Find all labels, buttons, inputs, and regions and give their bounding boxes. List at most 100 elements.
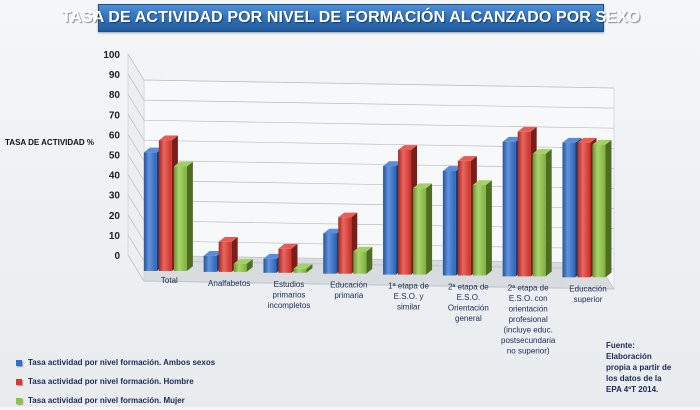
y-tick-label: 70 xyxy=(109,110,121,121)
bar-side xyxy=(366,246,373,274)
bar xyxy=(293,263,313,273)
bar-top xyxy=(218,236,238,242)
bar-front xyxy=(233,263,247,272)
bar-top xyxy=(562,137,582,143)
y-tick-label: 50 xyxy=(109,151,121,162)
source-line: Elaboración xyxy=(606,352,652,361)
bar-front xyxy=(143,152,157,271)
bar-top xyxy=(472,180,492,186)
bar-front xyxy=(173,166,187,271)
bar-side xyxy=(545,148,552,277)
bar-side xyxy=(426,183,433,275)
bar-top xyxy=(323,228,343,234)
chart-title-banner: TASA DE ACTIVIDAD POR NIVEL DE FORMACIÓN… xyxy=(62,4,640,32)
legend-label-ambos: Tasa actividad por nivel formación. Ambo… xyxy=(28,358,216,367)
bar-front xyxy=(203,255,217,272)
bar-top xyxy=(517,126,537,132)
bar-top xyxy=(457,156,477,161)
bar-top xyxy=(442,166,462,171)
legend-item-ambos: Tasa actividad por nivel formación. Ambo… xyxy=(16,353,215,372)
x-tick-label: Educación superior xyxy=(569,284,606,304)
bar xyxy=(413,183,433,275)
source-note: Fuente: Elaboración propia a partir de l… xyxy=(606,340,696,395)
y-tick-label: 20 xyxy=(109,211,121,222)
source-line: EPA 4ºT 2014. xyxy=(606,385,659,394)
y-tick-label: 30 xyxy=(109,191,121,202)
bar-top xyxy=(158,135,178,141)
x-tick-label: 1ª etapa de E.S.O. y similar xyxy=(388,282,429,312)
bar-side xyxy=(186,161,193,271)
bar-top xyxy=(278,243,298,249)
bar-side xyxy=(291,243,298,273)
legend-swatch-ambos xyxy=(16,359,22,366)
bar xyxy=(233,259,253,272)
bar-front xyxy=(353,251,367,274)
bar-front xyxy=(398,149,412,275)
gridline xyxy=(127,53,615,89)
bar-front xyxy=(323,233,337,274)
bar xyxy=(532,148,552,277)
bar xyxy=(472,180,492,276)
bar-side xyxy=(246,259,253,272)
bar-front xyxy=(502,141,516,277)
bar-top xyxy=(233,259,253,264)
x-tick-label: Analfabetos xyxy=(208,279,250,288)
bar-side xyxy=(485,180,492,276)
x-tick-label: Total xyxy=(161,276,178,285)
y-tick-label: 10 xyxy=(109,231,121,242)
gridline xyxy=(127,94,615,129)
bar-front xyxy=(338,217,352,274)
legend-item-hombre: Tasa actividad por nivel formación. Homb… xyxy=(16,372,215,391)
y-tick-label: 100 xyxy=(103,50,120,61)
bar-front xyxy=(472,185,486,276)
bar-top xyxy=(353,246,373,252)
bar-front xyxy=(592,144,606,278)
bar-front xyxy=(293,268,307,273)
x-tick-label: Estudios primarios incompletos xyxy=(268,280,311,310)
bar-front xyxy=(517,131,531,277)
bar xyxy=(218,236,238,272)
bar-top xyxy=(413,183,433,189)
y-tick-label: 80 xyxy=(109,90,121,101)
x-tick-label: 2ª etapa de E.S.O. con orientación profesio… xyxy=(501,283,556,355)
gridline xyxy=(127,73,615,109)
legend-label-mujer: Tasa actividad por nivel formación. Muje… xyxy=(28,396,185,405)
bar-top xyxy=(143,147,163,153)
bar xyxy=(173,161,193,271)
bar xyxy=(338,212,358,274)
x-tick-label: Educación primaria xyxy=(330,281,367,301)
legend-item-mujer: Tasa actividad por nivel formación. Muje… xyxy=(16,391,215,410)
bar-front xyxy=(442,170,456,276)
bar-top xyxy=(263,253,283,259)
bar-front xyxy=(263,258,277,273)
bar-top xyxy=(398,145,418,150)
bar-front xyxy=(383,166,397,275)
bar xyxy=(278,243,298,273)
bar-front xyxy=(158,140,172,271)
source-line: propia a partir de xyxy=(606,363,672,372)
gridline xyxy=(127,114,615,149)
legend-swatch-hombre xyxy=(16,378,22,385)
y-axis-label: TASA DE ACTIVIDAD % xyxy=(5,138,95,147)
bar xyxy=(592,139,612,278)
chart-title: TASA DE ACTIVIDAD POR NIVEL DE FORMACIÓN… xyxy=(61,9,641,26)
bar-front xyxy=(278,248,292,273)
source-line: Fuente: xyxy=(606,341,635,350)
bar-side xyxy=(306,263,313,273)
bar-top xyxy=(173,161,193,167)
y-tick-label: 0 xyxy=(114,251,120,262)
bar-front xyxy=(577,142,591,278)
bar xyxy=(353,246,373,274)
bar-front xyxy=(562,142,576,278)
y-tick-label: 40 xyxy=(109,171,121,182)
bar-top xyxy=(502,136,522,142)
bar-top xyxy=(577,137,597,143)
bar-front xyxy=(532,153,546,277)
bar-top xyxy=(203,251,223,256)
bar-top xyxy=(383,161,403,167)
bar-top xyxy=(293,263,313,269)
y-tick-label: 90 xyxy=(109,70,121,81)
legend-label-hombre: Tasa actividad por nivel formación. Homb… xyxy=(28,377,194,386)
legend-swatch-mujer xyxy=(16,397,22,404)
